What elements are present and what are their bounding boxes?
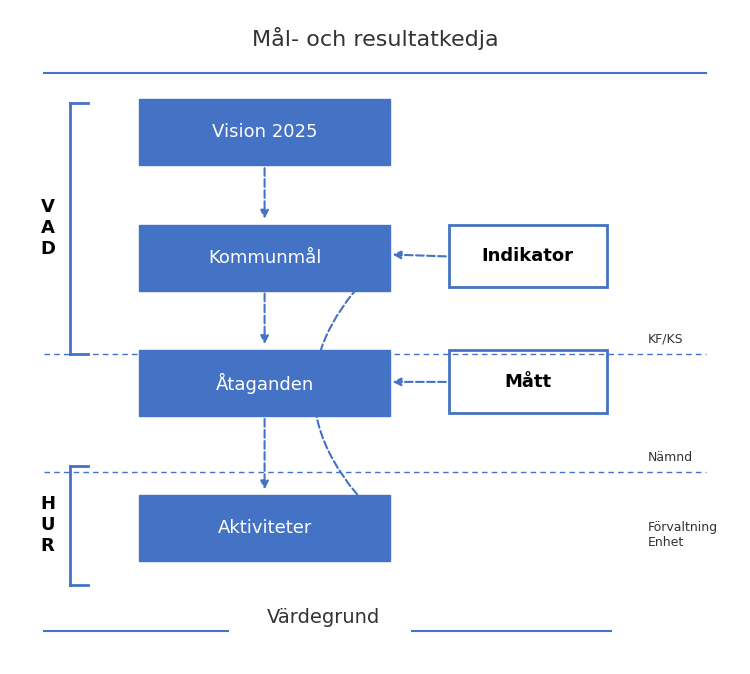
Text: Åtaganden: Åtaganden [215,373,314,394]
Text: Kommunmål: Kommunmål [208,249,321,267]
FancyBboxPatch shape [140,495,390,561]
Text: Nämnd: Nämnd [647,452,692,464]
Text: Aktiviteter: Aktiviteter [217,520,312,537]
Text: KF/KS: KF/KS [647,332,683,346]
FancyBboxPatch shape [448,225,607,288]
Text: Indikator: Indikator [482,247,574,265]
FancyBboxPatch shape [140,225,390,290]
FancyBboxPatch shape [140,350,390,417]
Text: Mål- och resultatkedja: Mål- och resultatkedja [252,27,498,50]
Text: H
U
R: H U R [40,495,55,555]
Text: Vision 2025: Vision 2025 [211,123,317,142]
Text: Värdegrund: Värdegrund [267,608,380,627]
Text: V
A
D: V A D [40,198,55,258]
FancyBboxPatch shape [448,350,607,413]
Text: Mått: Mått [504,373,551,390]
Text: Förvaltning
Enhet: Förvaltning Enhet [647,521,718,549]
FancyBboxPatch shape [140,99,390,165]
